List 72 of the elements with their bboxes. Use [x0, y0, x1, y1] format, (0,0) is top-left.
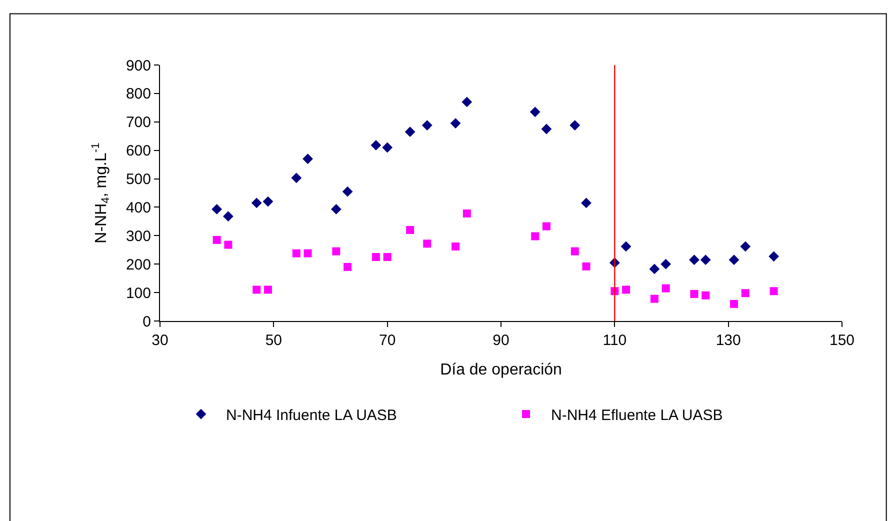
point — [622, 286, 630, 294]
y-tick-label: 500 — [126, 171, 151, 188]
y-tick-label: 0 — [142, 313, 151, 330]
legend-label: N-NH4 Efluente LA UASB — [551, 406, 723, 424]
point — [304, 249, 312, 258]
x-tick-label: 110 — [602, 332, 627, 349]
x-tick-label: 30 — [152, 332, 168, 349]
point — [262, 196, 274, 207]
point — [372, 253, 380, 261]
point — [570, 247, 579, 256]
point — [406, 226, 414, 234]
point — [740, 241, 751, 252]
point — [620, 241, 632, 252]
point — [462, 96, 472, 108]
point — [330, 204, 342, 214]
point — [741, 289, 750, 298]
x-tick-label: 150 — [829, 332, 855, 349]
point — [224, 240, 232, 249]
point — [660, 258, 672, 270]
point — [462, 209, 471, 218]
point — [728, 254, 740, 266]
x-tick-label: 50 — [265, 332, 282, 349]
point — [370, 140, 382, 150]
point — [689, 254, 700, 266]
y-tick-label: 100 — [126, 284, 151, 302]
point — [662, 284, 670, 292]
point — [291, 172, 302, 184]
x-tick-label: 130 — [716, 332, 741, 349]
point — [383, 253, 392, 261]
point — [650, 294, 658, 303]
point — [342, 186, 353, 197]
point — [730, 300, 738, 308]
y-tick-label: 200 — [126, 256, 151, 274]
point — [530, 106, 540, 118]
point — [223, 211, 234, 222]
point — [531, 232, 540, 240]
point — [768, 251, 779, 262]
point — [541, 124, 552, 134]
point — [690, 290, 698, 298]
point — [702, 291, 710, 300]
legend-label: N-NH4 Infuente LA UASB — [226, 406, 397, 424]
point — [251, 198, 262, 208]
point — [770, 287, 778, 296]
point — [700, 254, 711, 266]
point — [212, 204, 222, 214]
point — [452, 242, 460, 250]
point — [212, 236, 221, 244]
point — [423, 240, 432, 248]
x-axis-title: Día de operación — [440, 362, 562, 379]
y-tick-label: 800 — [126, 86, 151, 103]
point — [332, 247, 340, 256]
point — [582, 262, 590, 270]
x-tick-label: 70 — [378, 332, 396, 349]
point — [404, 126, 416, 138]
x-tick-label: 90 — [492, 332, 510, 349]
point — [302, 154, 313, 164]
y-tick-label: 400 — [126, 199, 151, 216]
point — [542, 222, 550, 230]
point — [264, 286, 272, 294]
point — [570, 120, 580, 130]
point — [382, 142, 393, 153]
point — [344, 262, 352, 271]
point — [649, 264, 660, 274]
point — [252, 286, 261, 294]
point — [422, 120, 432, 130]
y-tick-label: 300 — [126, 228, 151, 245]
point — [450, 118, 461, 129]
y-tick-label: 600 — [126, 142, 151, 160]
point — [581, 198, 592, 208]
y-tick-label: 700 — [126, 114, 151, 132]
y-tick-label: 900 — [126, 57, 151, 74]
point — [292, 249, 300, 258]
